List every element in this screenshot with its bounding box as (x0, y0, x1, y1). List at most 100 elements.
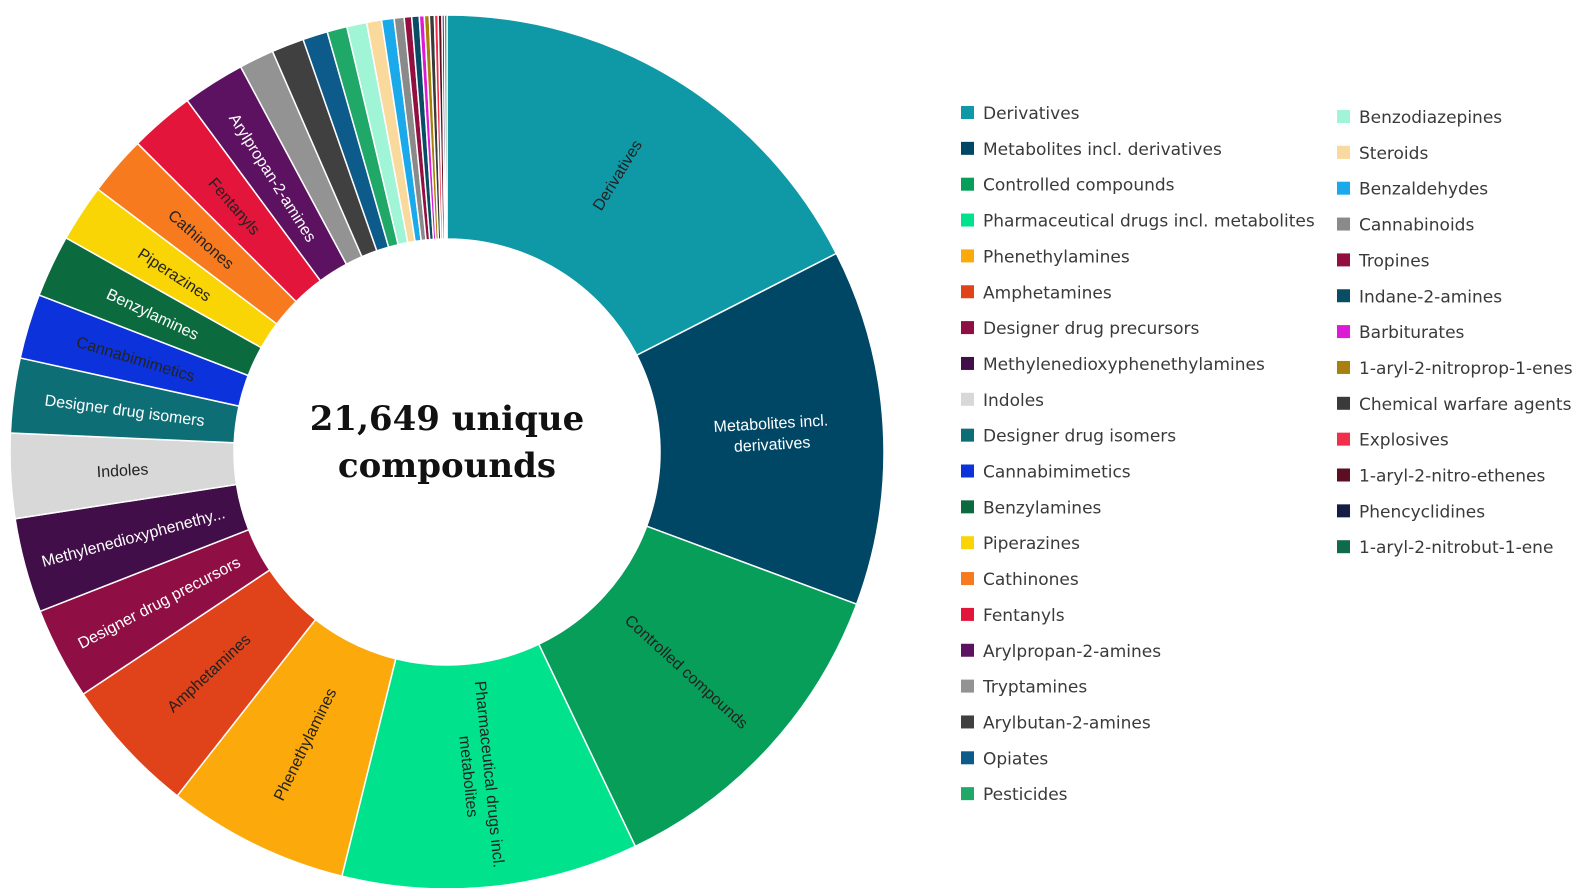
legend-swatch (961, 500, 974, 514)
legend-swatch (961, 607, 974, 621)
legend-label: 1-aryl-2-nitrobut-1-ene (1359, 538, 1553, 558)
legend-label: Pharmaceutical drugs incl. metabolites (983, 212, 1315, 232)
legend-item-cannabinoids[interactable]: Cannabinoids (1337, 216, 1474, 236)
legend-label: Amphetamines (983, 283, 1112, 303)
legend-label: Methylenedioxyphenethylamines (983, 355, 1265, 375)
legend-label: Benzaldehydes (1359, 180, 1488, 200)
legend-item-controlled-compounds[interactable]: Controlled compounds (961, 176, 1175, 196)
legend-swatch (961, 679, 974, 693)
legend-swatch (961, 249, 974, 263)
legend-label: Metabolites incl. derivatives (983, 140, 1222, 160)
legend-item-methylenedioxyphenethylamines[interactable]: Methylenedioxyphenethylamines (961, 355, 1265, 375)
slice-derivatives[interactable] (446, 14, 838, 357)
slice-pharmaceutical-drugs-incl-metabolites[interactable] (340, 643, 637, 888)
legend-item-designer-drug-isomers[interactable]: Designer drug isomers (961, 427, 1176, 447)
legend-label: Benzodiazepines (1359, 108, 1502, 128)
slice-controlled-compounds[interactable] (537, 525, 858, 848)
legend-item-benzodiazepines[interactable]: Benzodiazepines (1337, 108, 1502, 128)
legend-item-benzylamines[interactable]: Benzylamines (961, 498, 1102, 518)
legend-label: Arylbutan-2-amines (983, 713, 1151, 733)
legend-item-phenethylamines[interactable]: Phenethylamines (961, 247, 1130, 267)
legend-label: Benzylamines (983, 498, 1102, 518)
legend-item-barbiturates[interactable]: Barbiturates (1337, 323, 1465, 343)
legend-label: Piperazines (983, 534, 1080, 554)
legend-item-designer-drug-precursors[interactable]: Designer drug precursors (961, 319, 1200, 339)
legend-item-metabolites-incl-derivatives[interactable]: Metabolites incl. derivatives (961, 140, 1222, 160)
legend-item-1-aryl-2-nitroprop-1-enes[interactable]: 1-aryl-2-nitroprop-1-enes (1337, 359, 1573, 379)
legend-item-cannabimimetics[interactable]: Cannabimimetics (961, 463, 1131, 483)
legend-swatch (961, 106, 974, 119)
legend-item-tryptamines[interactable]: Tryptamines (961, 678, 1087, 698)
legend-label: Designer drug precursors (983, 319, 1200, 339)
legend-item-explosives[interactable]: Explosives (1337, 431, 1449, 451)
legend-swatch (1337, 325, 1350, 339)
legend-swatch (961, 787, 974, 801)
legend-item-cathinones[interactable]: Cathinones (961, 570, 1079, 590)
legend-label: Steroids (1359, 144, 1428, 164)
legend-label: Indoles (983, 391, 1044, 411)
slice-metabolites-incl-derivatives[interactable] (635, 252, 885, 606)
legend-swatch (961, 321, 974, 335)
legend-swatch (1337, 432, 1350, 446)
legend-item-indane-2-amines[interactable]: Indane-2-amines (1337, 287, 1502, 307)
legend-swatch (961, 643, 974, 657)
legend-item-indoles[interactable]: Indoles (961, 391, 1044, 411)
legend-label: Explosives (1359, 431, 1449, 451)
legend-swatch (961, 141, 974, 155)
legend-item-arylbutan-2-amines[interactable]: Arylbutan-2-amines (961, 713, 1151, 733)
legend-swatch (961, 428, 974, 442)
legend-swatch (961, 572, 974, 586)
legend-item-arylpropan-2-amines[interactable]: Arylpropan-2-amines (961, 642, 1161, 662)
legend-swatch (1337, 360, 1350, 374)
legend-label: Pesticides (983, 785, 1068, 805)
center-label: 21,649 unique compounds (310, 399, 584, 486)
legend-item-piperazines[interactable]: Piperazines (961, 534, 1080, 554)
legend-swatch (1337, 540, 1350, 554)
legend-swatch (961, 356, 974, 370)
slice-label-metabolites-incl-derivatives: Metabolites incl.derivatives (713, 412, 830, 457)
legend-label: Phencyclidines (1359, 502, 1485, 522)
legend-item-fentanyls[interactable]: Fentanyls (961, 606, 1065, 626)
center-label-line-1: 21,649 unique (310, 399, 584, 439)
legend-label: 1-aryl-2-nitro-ethenes (1359, 467, 1545, 487)
legend-swatch (1337, 110, 1350, 123)
legend-label: Cathinones (983, 570, 1079, 590)
legend-label: Tropines (1358, 251, 1430, 271)
legend-item-derivatives[interactable]: Derivatives (961, 104, 1080, 124)
legend-swatch (1337, 468, 1350, 482)
legend-label: Barbiturates (1359, 323, 1465, 343)
legend-swatch (961, 213, 974, 227)
legend-item-tropines[interactable]: Tropines (1337, 251, 1430, 271)
legend-label: Phenethylamines (983, 247, 1130, 267)
legend-swatch (1337, 289, 1350, 303)
legend-label: Cannabimimetics (983, 463, 1131, 483)
legend-swatch (961, 177, 974, 191)
legend-item-benzaldehydes[interactable]: Benzaldehydes (1337, 180, 1488, 200)
legend-label: Indane-2-amines (1359, 287, 1502, 307)
legend-label: Designer drug isomers (983, 427, 1176, 447)
slice-1-aryl-2-nitrobut-1-ene[interactable] (443, 14, 448, 240)
legend-label: Controlled compounds (983, 176, 1175, 196)
legend-swatch (961, 464, 974, 478)
legend-label: Tryptamines (982, 678, 1087, 698)
legend-item-chemical-warfare-agents[interactable]: Chemical warfare agents (1337, 395, 1572, 415)
legend-swatch (1337, 181, 1350, 195)
legend-item-amphetamines[interactable]: Amphetamines (961, 283, 1112, 303)
legend-item-pharmaceutical-drugs-incl-metabolites[interactable]: Pharmaceutical drugs incl. metabolites (961, 212, 1315, 232)
legend-label: Arylpropan-2-amines (983, 642, 1161, 662)
legend-swatch (1337, 145, 1350, 159)
legend-swatch (961, 536, 974, 550)
legend-item-opiates[interactable]: Opiates (961, 749, 1048, 769)
legend: Derivatives Metabolites incl. derivatives… (961, 104, 1573, 805)
legend-label: Derivatives (983, 104, 1080, 124)
legend-label: Opiates (983, 749, 1048, 769)
legend-item-phencyclidines[interactable]: Phencyclidines (1337, 502, 1485, 522)
legend-label: Chemical warfare agents (1359, 395, 1572, 415)
legend-swatch (961, 392, 974, 406)
legend-item-1-aryl-2-nitro-ethenes[interactable]: 1-aryl-2-nitro-ethenes (1337, 467, 1545, 487)
legend-item-1-aryl-2-nitrobut-1-ene[interactable]: 1-aryl-2-nitrobut-1-ene (1337, 538, 1553, 558)
legend-item-pesticides[interactable]: Pesticides (961, 785, 1068, 805)
legend-label: 1-aryl-2-nitroprop-1-enes (1359, 359, 1573, 379)
legend-item-steroids[interactable]: Steroids (1337, 144, 1428, 164)
